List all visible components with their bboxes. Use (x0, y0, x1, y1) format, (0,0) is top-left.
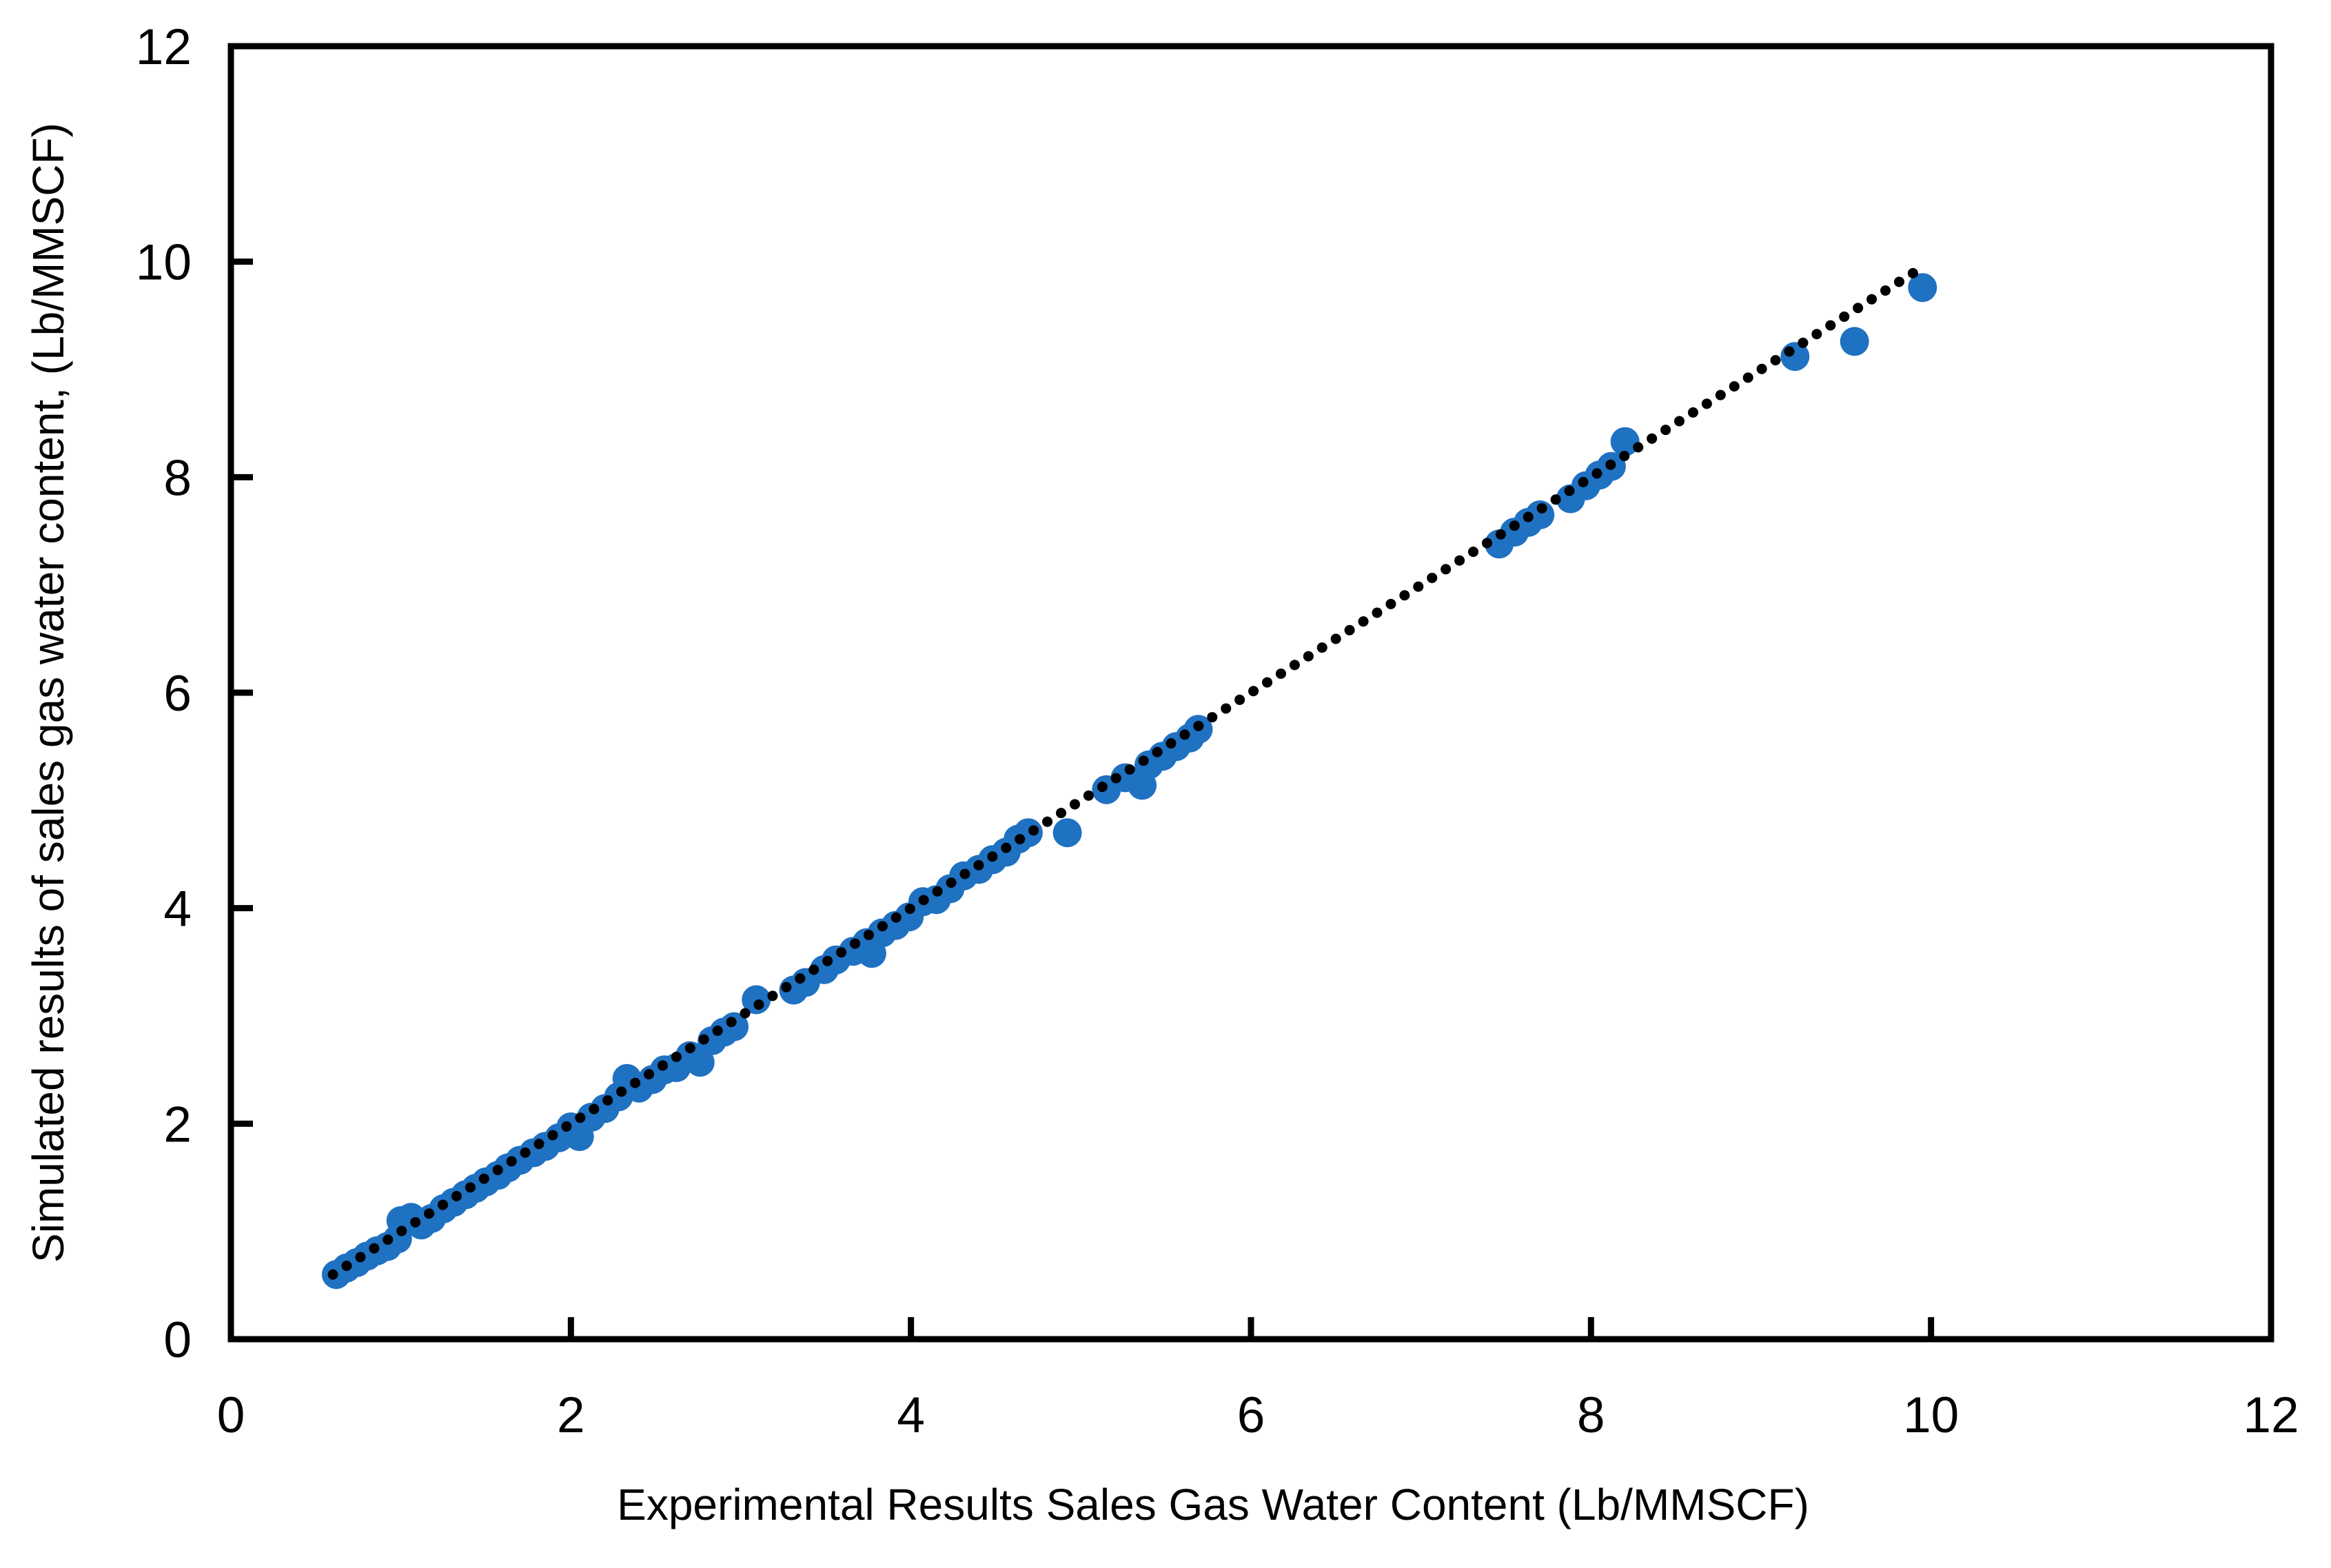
x-tick-label: 8 (1577, 1387, 1605, 1443)
data-points-series (321, 273, 1937, 1290)
x-axis-title: Experimental Results Sales Gas Water Con… (617, 1480, 1809, 1529)
parity-trend-line-group (327, 262, 1928, 1280)
parity-trend-line (327, 262, 1928, 1280)
y-tick-label: 2 (163, 1097, 192, 1152)
y-axis-tick-labels: 0 2 4 6 8 10 12 (136, 19, 192, 1368)
x-tick-label: 4 (897, 1387, 925, 1443)
data-point (685, 1048, 715, 1077)
y-tick-label: 0 (163, 1312, 192, 1368)
data-point (742, 985, 771, 1015)
y-tick-label: 12 (136, 19, 192, 75)
x-tick-label: 2 (557, 1387, 585, 1443)
x-tick-label: 12 (2243, 1387, 2299, 1443)
y-tick-label: 4 (163, 882, 192, 937)
data-point (1840, 327, 1869, 356)
x-axis-ticks (567, 1317, 1935, 1336)
data-point (1610, 427, 1640, 456)
x-tick-label: 10 (1903, 1387, 1959, 1443)
data-point (1525, 500, 1555, 529)
data-point (1052, 818, 1082, 848)
data-point (1908, 273, 1937, 303)
y-axis-title: Simulated results of sales gas water con… (23, 123, 73, 1263)
y-tick-label: 6 (163, 666, 192, 722)
x-tick-label: 6 (1237, 1387, 1265, 1443)
x-tick-label: 0 (217, 1387, 245, 1443)
y-tick-label: 10 (136, 235, 192, 291)
x-axis-tick-labels: 0 2 4 6 8 10 12 (217, 1387, 2299, 1443)
y-axis-ticks (234, 258, 253, 1127)
plot-area-border (227, 43, 2274, 1343)
y-tick-label: 8 (163, 450, 192, 506)
